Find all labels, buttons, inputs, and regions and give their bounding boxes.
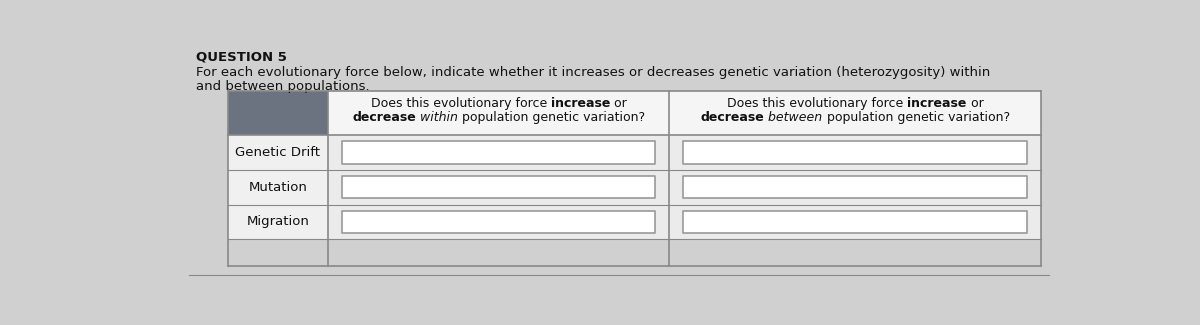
Text: and between populations.: and between populations. bbox=[197, 80, 370, 93]
Text: increase: increase bbox=[551, 97, 610, 110]
Text: within: within bbox=[416, 111, 458, 124]
Bar bbox=[228, 204, 329, 239]
Text: QUESTION 5: QUESTION 5 bbox=[197, 51, 287, 64]
Bar bbox=[683, 176, 1027, 198]
Bar bbox=[329, 170, 670, 204]
Bar bbox=[670, 204, 1042, 239]
Text: decrease: decrease bbox=[701, 111, 764, 124]
Text: Mutation: Mutation bbox=[248, 181, 307, 194]
Bar bbox=[228, 135, 329, 170]
Bar bbox=[670, 91, 1042, 135]
Bar bbox=[329, 135, 670, 170]
Text: Migration: Migration bbox=[246, 215, 310, 228]
Bar bbox=[228, 170, 329, 204]
Bar bbox=[342, 176, 655, 198]
Bar bbox=[329, 91, 670, 135]
Bar bbox=[683, 211, 1027, 233]
Bar bbox=[342, 211, 655, 233]
Bar bbox=[342, 141, 655, 164]
Text: population genetic variation?: population genetic variation? bbox=[823, 111, 1009, 124]
Bar bbox=[683, 141, 1027, 164]
Text: Does this evolutionary force: Does this evolutionary force bbox=[371, 97, 551, 110]
Text: decrease: decrease bbox=[353, 111, 416, 124]
Bar bbox=[670, 135, 1042, 170]
Text: increase: increase bbox=[907, 97, 967, 110]
Text: or: or bbox=[610, 97, 626, 110]
Text: between: between bbox=[764, 111, 823, 124]
Bar bbox=[670, 170, 1042, 204]
Bar bbox=[228, 91, 329, 135]
Bar bbox=[329, 204, 670, 239]
Text: or: or bbox=[967, 97, 984, 110]
Text: Genetic Drift: Genetic Drift bbox=[235, 146, 320, 159]
Text: population genetic variation?: population genetic variation? bbox=[458, 111, 646, 124]
Text: For each evolutionary force below, indicate whether it increases or decreases ge: For each evolutionary force below, indic… bbox=[197, 66, 991, 79]
Text: Does this evolutionary force: Does this evolutionary force bbox=[727, 97, 907, 110]
